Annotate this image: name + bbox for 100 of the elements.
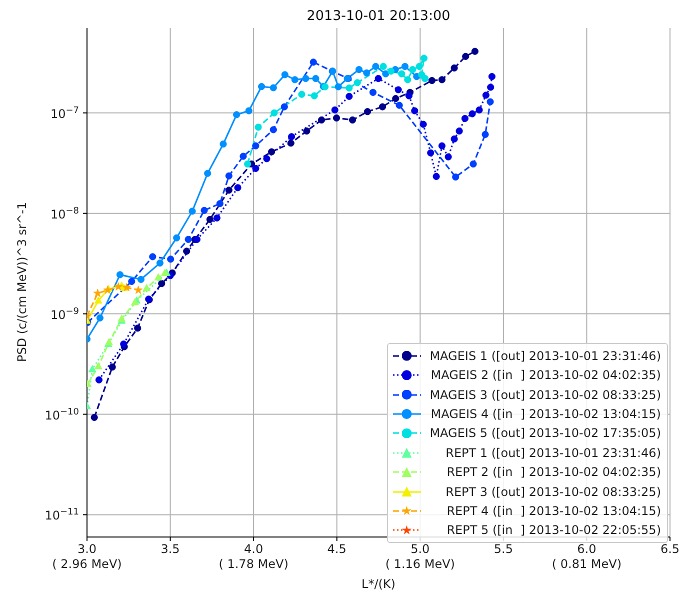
point	[432, 172, 440, 180]
point	[428, 76, 436, 84]
point	[240, 152, 247, 160]
legend-label: MAGEIS 1 ([out] 2013-10-01 23:31:46)	[430, 348, 661, 363]
point	[405, 92, 413, 100]
point	[310, 92, 318, 100]
point	[332, 114, 340, 122]
point	[142, 284, 151, 292]
legend-label: MAGEIS 2 ([in ] 2013-10-02 04:02:35)	[430, 368, 661, 382]
point	[420, 54, 428, 62]
point	[200, 206, 208, 214]
point	[234, 184, 242, 192]
point	[96, 314, 104, 322]
point	[134, 286, 143, 294]
y-tick-label: 10$^{−10}$	[44, 407, 80, 422]
point	[270, 126, 277, 134]
x-tick-label: 3.0 ( 2.96 MeV)	[52, 542, 122, 571]
point	[378, 103, 386, 110]
point	[303, 127, 310, 135]
x-tick-label: 5.0 ( 1.16 MeV)	[385, 542, 455, 571]
x-tick-label: 6.0 ( 0.81 MeV)	[552, 542, 622, 571]
point	[128, 278, 136, 285]
point	[450, 135, 458, 143]
point	[486, 98, 494, 106]
point	[149, 253, 156, 260]
point	[380, 62, 387, 70]
point	[394, 86, 402, 94]
legend-label: MAGEIS 3 ([out] 2013-10-02 08:33:25)	[430, 388, 661, 402]
x-tick-label: 5.5	[494, 542, 513, 556]
point	[331, 106, 338, 114]
point	[346, 84, 353, 92]
point	[392, 94, 400, 102]
point	[488, 73, 496, 80]
point	[184, 236, 192, 243]
point	[334, 83, 342, 90]
point	[476, 106, 483, 114]
x-tick-label: 4.0 ( 1.78 MeV)	[218, 542, 288, 571]
point	[382, 70, 390, 78]
point	[416, 62, 423, 70]
point	[122, 282, 131, 292]
point	[280, 103, 288, 110]
point	[310, 58, 317, 66]
point	[318, 116, 326, 124]
point	[427, 149, 434, 156]
y-axis-title: PSD (c/(cm MeV))^3 sr^-1	[15, 200, 29, 364]
point	[288, 133, 296, 140]
point	[188, 208, 196, 215]
point	[116, 271, 124, 278]
point	[363, 69, 370, 76]
legend-label: REPT 3 ([out] 2013-10-02 08:33:25)	[444, 484, 661, 499]
point	[374, 74, 382, 82]
point	[387, 68, 395, 75]
point	[167, 256, 174, 263]
point	[90, 414, 98, 421]
point	[270, 109, 278, 116]
point	[252, 142, 260, 150]
point	[409, 66, 416, 74]
point	[94, 362, 102, 370]
point	[287, 140, 294, 147]
point	[245, 107, 252, 114]
point	[348, 116, 356, 124]
point	[482, 92, 490, 99]
point	[88, 365, 96, 372]
point	[154, 273, 162, 280]
point	[114, 282, 123, 290]
legend-label: REPT 4 ([in ] 2013-10-02 13:04:15)	[446, 504, 661, 518]
point	[120, 340, 128, 348]
point	[487, 84, 494, 91]
point	[183, 248, 190, 255]
y-tick-label: 10$^{−8}$	[50, 206, 80, 222]
y-tick-label: 10$^{−9}$	[50, 306, 80, 322]
point	[482, 130, 489, 138]
point	[369, 88, 377, 96]
legend-label: REPT 1 ([out] 2013-10-01 23:31:46)	[444, 446, 661, 460]
point	[450, 64, 458, 72]
point	[204, 170, 212, 177]
point	[270, 84, 277, 92]
point	[213, 214, 220, 222]
point	[173, 234, 180, 242]
point	[244, 160, 252, 168]
point	[462, 52, 470, 60]
point	[411, 107, 418, 114]
point	[156, 260, 164, 267]
point	[254, 124, 262, 131]
point	[438, 76, 446, 84]
point	[225, 186, 232, 194]
point	[263, 155, 270, 162]
x-tick-label: 6.5	[660, 542, 680, 556]
legend-label: MAGEIS 5 ([out] 2013-10-02 17:35:05)	[430, 426, 661, 440]
x-tick-label: 3.5	[160, 542, 180, 556]
point	[372, 62, 380, 70]
point	[252, 164, 260, 172]
point	[396, 102, 403, 109]
legend-label: REPT 5 ([in ] 2013-10-02 22:05:55)	[446, 523, 661, 538]
point	[220, 140, 227, 148]
point	[158, 280, 166, 288]
point	[398, 70, 406, 78]
point	[137, 276, 145, 283]
point	[95, 376, 103, 384]
point	[298, 90, 306, 98]
